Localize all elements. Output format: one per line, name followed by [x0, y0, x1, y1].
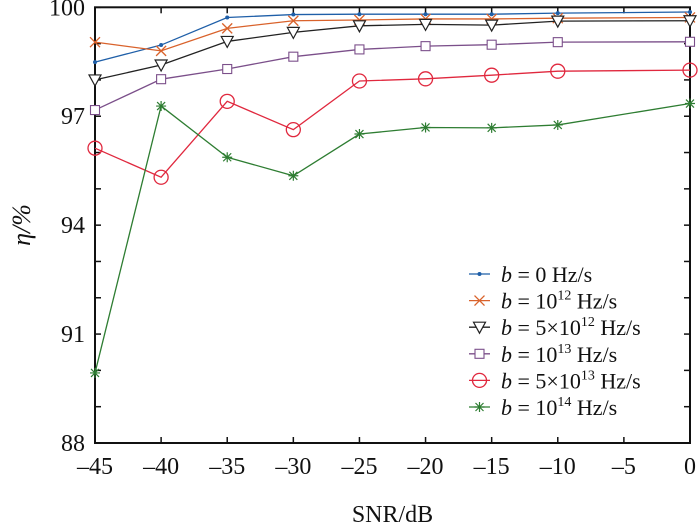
x-tick-label: –35	[208, 454, 245, 480]
series-2	[87, 15, 698, 88]
marker-square	[486, 39, 497, 50]
marker-circle	[351, 73, 368, 89]
marker-dot	[423, 12, 428, 17]
marker-circle	[471, 372, 488, 389]
x-tick-label: 0	[684, 454, 696, 480]
marker-asterisk	[420, 122, 431, 133]
marker-triangle	[550, 15, 565, 29]
legend-label: b = 1012 Hz/s	[501, 289, 617, 314]
series-4	[87, 62, 698, 185]
legend-label: b = 0 Hz/s	[501, 262, 592, 287]
legend-label: b = 1013 Hz/s	[501, 342, 617, 367]
marker-circle	[550, 63, 566, 79]
y-tick-label: 97	[61, 104, 85, 130]
x-tick-label: –40	[142, 454, 179, 480]
marker-square	[354, 44, 365, 55]
marker-asterisk	[474, 402, 485, 412]
marker-dot	[555, 11, 560, 16]
marker-asterisk	[222, 152, 233, 163]
marker-triangle	[418, 18, 433, 32]
legend-item: b = 1013 Hz/s	[469, 342, 617, 367]
x-tick-label: –10	[539, 454, 576, 480]
series-line	[94, 69, 691, 179]
marker-dot	[477, 272, 482, 276]
legend-label: b = 1014 Hz/s	[501, 395, 617, 420]
marker-x	[89, 36, 101, 48]
marker-dot	[489, 12, 494, 17]
marker-triangle	[472, 321, 487, 335]
marker-square	[222, 63, 233, 75]
marker-square	[552, 37, 563, 48]
marker-dot	[688, 10, 692, 15]
series-0	[93, 10, 692, 65]
x-tick-label: –45	[76, 454, 113, 480]
marker-triangle	[220, 35, 235, 49]
legend-label: b = 5×1013 Hz/s	[501, 368, 641, 393]
x-tick-label: –30	[274, 454, 311, 480]
series-line	[94, 41, 691, 111]
marker-circle	[682, 62, 698, 78]
marker-square	[156, 74, 167, 85]
marker-asterisk	[552, 119, 563, 130]
y-tick-label: 88	[61, 431, 85, 457]
y-tick-label: 91	[61, 322, 85, 348]
y-tick-label: 100	[49, 0, 85, 21]
series-3	[89, 36, 696, 116]
series-line	[94, 16, 691, 52]
marker-asterisk	[486, 122, 497, 133]
marker-triangle	[87, 74, 103, 88]
marker-triangle	[154, 59, 169, 73]
marker-dot	[93, 60, 97, 65]
x-axis-label: SNR/dB	[352, 502, 433, 527]
marker-x	[155, 45, 167, 57]
marker-square	[288, 51, 299, 62]
series-1	[89, 12, 696, 57]
x-tick-label: –5	[611, 454, 636, 480]
x-tick-label: –25	[340, 454, 377, 480]
marker-dot	[225, 15, 230, 20]
legend-item: b = 5×1012 Hz/s	[469, 315, 641, 340]
marker-circle	[484, 67, 500, 83]
marker-x	[287, 15, 299, 27]
marker-dot	[159, 43, 164, 48]
legend-item: b = 1014 Hz/s	[469, 395, 617, 420]
marker-asterisk	[156, 101, 167, 112]
marker-circle	[153, 169, 169, 185]
marker-triangle	[484, 19, 499, 33]
marker-circle	[285, 122, 301, 138]
legend-label: b = 5×1012 Hz/s	[501, 315, 641, 340]
marker-triangle	[682, 15, 698, 28]
marker-dot	[291, 12, 296, 17]
marker-square	[684, 36, 696, 47]
y-tick-label: 94	[61, 213, 85, 239]
marker-circle	[219, 93, 235, 109]
x-tick-label: –20	[407, 454, 444, 480]
series-5	[90, 98, 695, 378]
marker-triangle	[352, 20, 367, 34]
y-axis-label: η/%	[7, 204, 36, 246]
marker-square	[89, 105, 101, 116]
x-tick-label: –15	[473, 454, 510, 480]
marker-x	[221, 22, 233, 34]
marker-dot	[357, 12, 362, 17]
marker-x	[474, 295, 485, 307]
marker-asterisk	[288, 170, 299, 181]
legend: b = 0 Hz/sb = 1012 Hz/sb = 5×1012 Hz/sb …	[469, 262, 641, 420]
marker-square	[474, 348, 485, 359]
legend-item: b = 5×1013 Hz/s	[469, 368, 641, 393]
marker-circle	[417, 71, 434, 87]
marker-triangle	[286, 26, 301, 40]
legend-item: b = 1012 Hz/s	[469, 289, 617, 314]
marker-circle	[87, 140, 103, 156]
marker-square	[420, 41, 431, 52]
marker-asterisk	[685, 98, 695, 109]
legend-item: b = 0 Hz/s	[469, 262, 592, 287]
marker-asterisk	[354, 129, 365, 140]
marker-asterisk	[90, 367, 100, 378]
